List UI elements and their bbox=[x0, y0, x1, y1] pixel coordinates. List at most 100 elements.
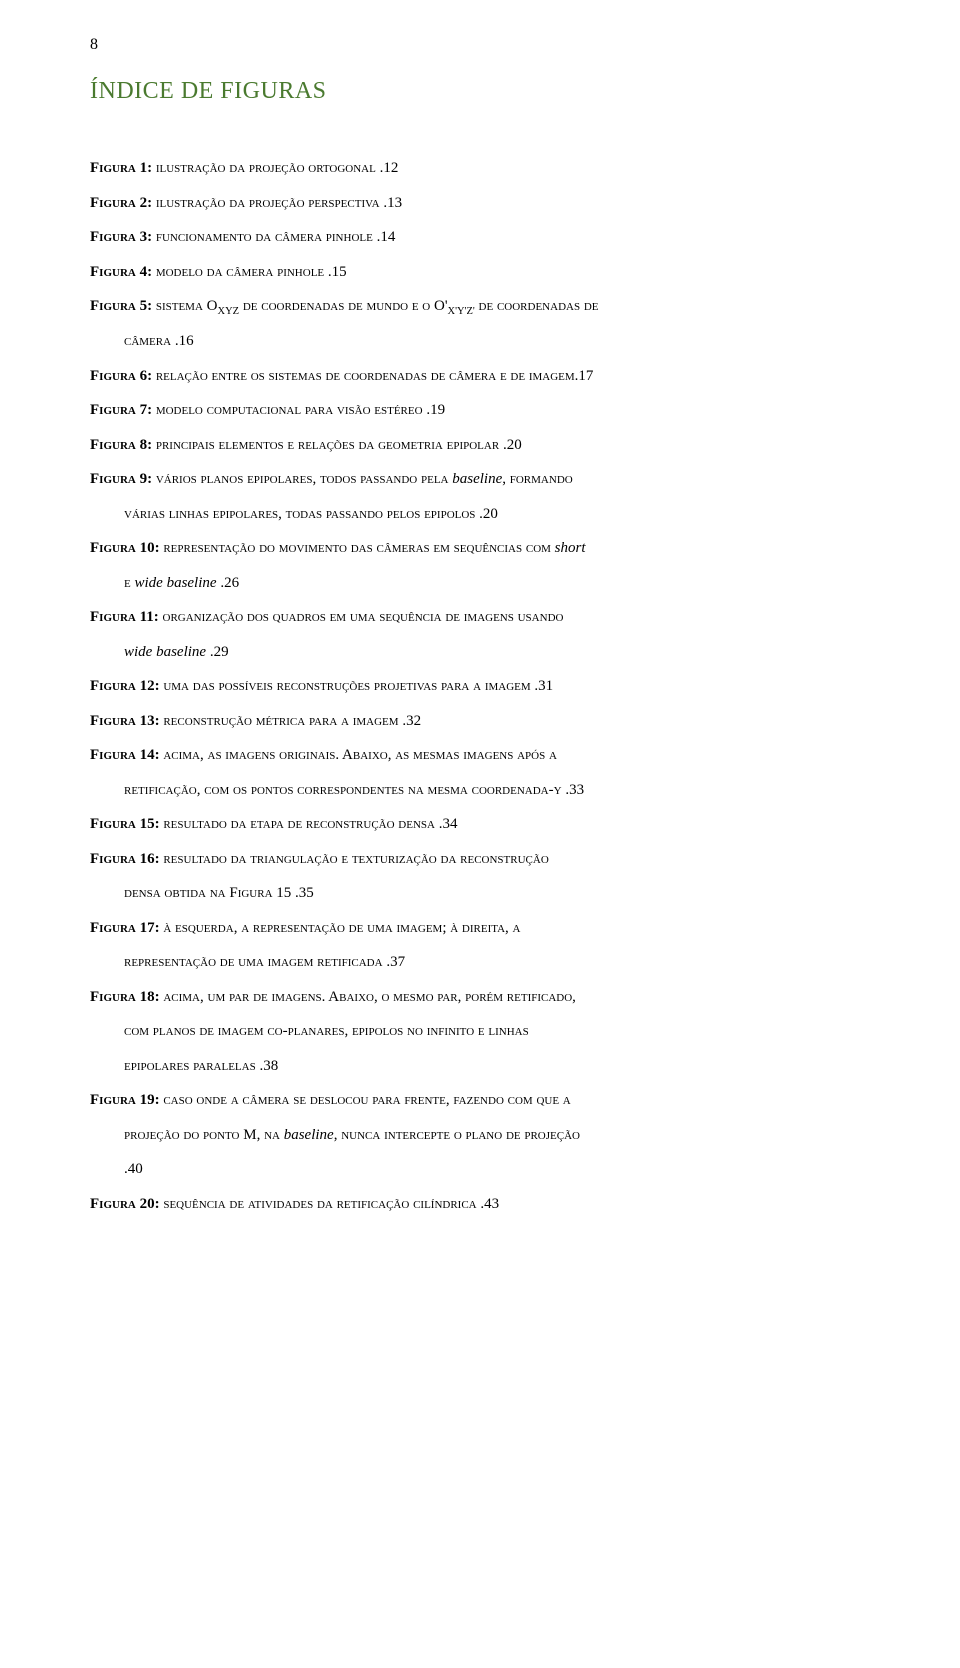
entry-desc: à esquerda, a representação de uma image… bbox=[160, 920, 521, 936]
entry-leader: . bbox=[562, 782, 570, 798]
figure-entry: Figura 1: ilustração da projeção ortogon… bbox=[90, 151, 870, 186]
entry-line: Figura 2: ilustração da projeção perspec… bbox=[90, 186, 870, 221]
entry-leader: . bbox=[380, 195, 388, 211]
entry-label: Figura 10: bbox=[90, 540, 160, 556]
entry-desc: resultado da triangulação e texturização… bbox=[160, 851, 549, 867]
figure-entry: Figura 10: representação do movimento da… bbox=[90, 531, 870, 600]
entry-line: Figura 14: acima, as imagens originais. … bbox=[90, 738, 870, 773]
entry-page: 40 bbox=[128, 1161, 143, 1177]
entry-continuation: representação de uma imagem retificada .… bbox=[90, 945, 870, 980]
entry-label: Figura 19: bbox=[90, 1092, 160, 1108]
document-page: 8 ÍNDICE DE FIGURAS Figura 1: ilustração… bbox=[0, 0, 960, 1668]
entry-label: Figura 15: bbox=[90, 816, 160, 832]
entry-line: Figura 6: relação entre os sistemas de c… bbox=[90, 359, 870, 394]
entry-desc: representação do movimento das câmeras e… bbox=[160, 540, 586, 556]
figure-entry: Figura 5: sistema Oxyz de coordenadas de… bbox=[90, 289, 870, 359]
entry-continuation: com planos de imagem co-planares, epipol… bbox=[90, 1014, 870, 1049]
entry-desc: ilustração da projeção perspectiva bbox=[152, 195, 380, 211]
entry-continuation: projeção do ponto M, na baseline, nunca … bbox=[90, 1118, 870, 1153]
entry-page: 26 bbox=[224, 575, 239, 591]
entry-page: 12 bbox=[383, 160, 398, 176]
entry-page: 33 bbox=[569, 782, 584, 798]
entry-line: Figura 10: representação do movimento da… bbox=[90, 531, 870, 566]
entry-page: 43 bbox=[484, 1196, 499, 1212]
entry-page: 32 bbox=[406, 713, 421, 729]
entry-line: Figura 11: organização dos quadros em um… bbox=[90, 600, 870, 635]
entry-page: 17 bbox=[578, 368, 593, 384]
entry-page: 16 bbox=[179, 333, 194, 349]
entry-leader: . bbox=[499, 437, 507, 453]
figure-entry: Figura 20: sequência de atividades da re… bbox=[90, 1187, 870, 1222]
entry-line: Figura 19: caso onde a câmera se desloco… bbox=[90, 1083, 870, 1118]
figure-entry: Figura 18: acima, um par de imagens. Aba… bbox=[90, 980, 870, 1084]
entry-desc: modelo computacional para visão estéreo bbox=[152, 402, 422, 418]
entry-page: 20 bbox=[483, 506, 498, 522]
figure-entry: Figura 12: uma das possíveis reconstruçõ… bbox=[90, 669, 870, 704]
entry-line: Figura 8: principais elementos e relaçõe… bbox=[90, 428, 870, 463]
entry-desc: caso onde a câmera se deslocou para fren… bbox=[160, 1092, 571, 1108]
entry-continuation: epipolares paralelas .38 bbox=[90, 1049, 870, 1084]
figure-entry: Figura 4: modelo da câmera pinhole .15 bbox=[90, 255, 870, 290]
figure-entry: Figura 2: ilustração da projeção perspec… bbox=[90, 186, 870, 221]
entry-label: Figura 5: bbox=[90, 298, 152, 314]
figure-entry: Figura 19: caso onde a câmera se desloco… bbox=[90, 1083, 870, 1187]
entry-line: Figura 15: resultado da etapa de reconst… bbox=[90, 807, 870, 842]
entry-leader: . bbox=[477, 1196, 485, 1212]
entry-desc: acima, um par de imagens. Abaixo, o mesm… bbox=[160, 989, 576, 1005]
entry-desc: organização dos quadros em uma sequência… bbox=[159, 609, 564, 625]
entry-line: Figura 12: uma das possíveis reconstruçõ… bbox=[90, 669, 870, 704]
entry-line: Figura 17: à esquerda, a representação d… bbox=[90, 911, 870, 946]
entry-leader: . bbox=[206, 644, 214, 660]
figure-entry: Figura 16: resultado da triangulação e t… bbox=[90, 842, 870, 911]
entry-desc: resultado da etapa de reconstrução densa bbox=[160, 816, 435, 832]
entry-label: Figura 16: bbox=[90, 851, 160, 867]
entry-desc: sistema Oxyz de coordenadas de mundo e o… bbox=[152, 298, 598, 314]
entry-continuation: câmera .16 bbox=[90, 324, 870, 359]
entry-leader: . bbox=[475, 506, 483, 522]
entry-leader: . bbox=[399, 713, 407, 729]
entry-desc: funcionamento da câmera pinhole bbox=[152, 229, 373, 245]
entry-line: Figura 16: resultado da triangulação e t… bbox=[90, 842, 870, 877]
entry-label: Figura 1: bbox=[90, 160, 152, 176]
entry-continuation: densa obtida na Figura 15 .35 bbox=[90, 876, 870, 911]
entry-leader: . bbox=[171, 333, 179, 349]
entry-label: Figura 12: bbox=[90, 678, 160, 694]
entry-line: Figura 3: funcionamento da câmera pinhol… bbox=[90, 220, 870, 255]
entry-desc: modelo da câmera pinhole bbox=[152, 264, 324, 280]
entry-leader: . bbox=[383, 954, 391, 970]
entry-desc: principais elementos e relações da geome… bbox=[152, 437, 499, 453]
figure-entry: Figura 17: à esquerda, a representação d… bbox=[90, 911, 870, 980]
figure-entry: Figura 7: modelo computacional para visã… bbox=[90, 393, 870, 428]
entry-continuation: retificação, com os pontos correspondent… bbox=[90, 773, 870, 808]
entry-page: 13 bbox=[387, 195, 402, 211]
entry-label: Figura 3: bbox=[90, 229, 152, 245]
figure-entry: Figura 3: funcionamento da câmera pinhol… bbox=[90, 220, 870, 255]
entry-desc: relação entre os sistemas de coordenadas… bbox=[152, 368, 575, 384]
entry-label: Figura 4: bbox=[90, 264, 152, 280]
entry-page: 34 bbox=[442, 816, 457, 832]
entry-desc: uma das possíveis reconstruções projetiv… bbox=[160, 678, 531, 694]
entry-line: Figura 5: sistema Oxyz de coordenadas de… bbox=[90, 289, 870, 324]
entry-label: Figura 14: bbox=[90, 747, 160, 763]
entry-label: Figura 20: bbox=[90, 1196, 160, 1212]
entry-leader: . bbox=[217, 575, 225, 591]
entry-page: 15 bbox=[332, 264, 347, 280]
entry-continuation: wide baseline .29 bbox=[90, 635, 870, 670]
entry-line: Figura 13: reconstrução métrica para a i… bbox=[90, 704, 870, 739]
figure-entry: Figura 13: reconstrução métrica para a i… bbox=[90, 704, 870, 739]
entry-label: Figura 13: bbox=[90, 713, 160, 729]
entry-leader: . bbox=[423, 402, 431, 418]
entry-page: 35 bbox=[299, 885, 314, 901]
entry-line: Figura 4: modelo da câmera pinhole .15 bbox=[90, 255, 870, 290]
entry-page: 38 bbox=[263, 1058, 278, 1074]
section-title: ÍNDICE DE FIGURAS bbox=[90, 78, 870, 105]
entry-leader: . bbox=[291, 885, 299, 901]
figure-entry: Figura 14: acima, as imagens originais. … bbox=[90, 738, 870, 807]
figure-entry: Figura 9: vários planos epipolares, todo… bbox=[90, 462, 870, 531]
entry-label: Figura 8: bbox=[90, 437, 152, 453]
entry-page: 20 bbox=[507, 437, 522, 453]
entry-line: Figura 20: sequência de atividades da re… bbox=[90, 1187, 870, 1222]
entry-line: Figura 9: vários planos epipolares, todo… bbox=[90, 462, 870, 497]
entry-desc: sequência de atividades da retificação c… bbox=[160, 1196, 477, 1212]
entry-label: Figura 18: bbox=[90, 989, 160, 1005]
